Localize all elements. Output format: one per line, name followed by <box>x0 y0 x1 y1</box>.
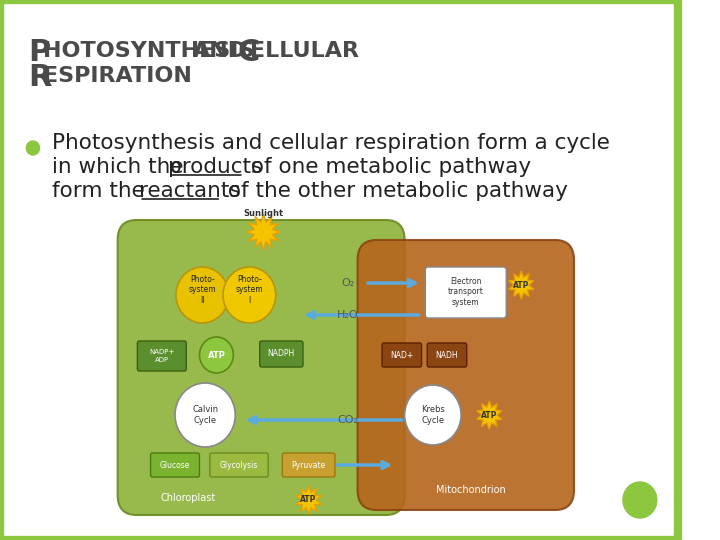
Text: NAD+: NAD+ <box>390 350 413 360</box>
Polygon shape <box>296 486 321 514</box>
FancyBboxPatch shape <box>138 341 186 371</box>
Text: ATP: ATP <box>513 280 529 289</box>
Text: Glycolysis: Glycolysis <box>220 461 258 469</box>
Polygon shape <box>477 401 502 429</box>
Text: C: C <box>237 38 259 67</box>
FancyBboxPatch shape <box>282 453 335 477</box>
Circle shape <box>176 267 229 323</box>
FancyBboxPatch shape <box>358 240 574 510</box>
FancyBboxPatch shape <box>150 453 199 477</box>
Circle shape <box>405 385 461 445</box>
Circle shape <box>175 383 235 447</box>
Text: Sunlight: Sunlight <box>243 209 284 218</box>
Text: Calvin
Cycle: Calvin Cycle <box>192 406 218 424</box>
Text: ELLULAR: ELLULAR <box>251 41 359 61</box>
Text: O₂: O₂ <box>341 278 355 288</box>
FancyBboxPatch shape <box>382 343 421 367</box>
Polygon shape <box>509 271 534 299</box>
FancyBboxPatch shape <box>260 341 303 367</box>
Text: Electron
transport
system: Electron transport system <box>448 277 484 307</box>
Text: in which the: in which the <box>52 157 190 177</box>
FancyBboxPatch shape <box>426 267 506 318</box>
FancyBboxPatch shape <box>427 343 467 367</box>
Text: Mitochondrion: Mitochondrion <box>436 485 505 495</box>
Text: P: P <box>28 38 50 67</box>
Polygon shape <box>246 214 280 250</box>
FancyBboxPatch shape <box>210 453 268 477</box>
Text: of one metabolic pathway: of one metabolic pathway <box>243 157 531 177</box>
Text: of the other metabolic pathway: of the other metabolic pathway <box>221 181 568 201</box>
FancyBboxPatch shape <box>117 220 405 515</box>
Text: NADP+
ADP: NADP+ ADP <box>149 349 174 362</box>
Text: R: R <box>28 63 52 92</box>
Text: ATP: ATP <box>481 410 498 420</box>
Text: HOTOSYNTHESIS: HOTOSYNTHESIS <box>43 41 255 61</box>
Text: AND: AND <box>193 41 247 61</box>
Text: Chloroplast: Chloroplast <box>161 493 216 503</box>
Text: ATP: ATP <box>300 496 317 504</box>
Circle shape <box>223 267 276 323</box>
Circle shape <box>623 482 657 518</box>
Circle shape <box>27 141 40 155</box>
Text: ESPIRATION: ESPIRATION <box>43 66 192 86</box>
Text: CO₂: CO₂ <box>338 415 359 425</box>
Text: products: products <box>168 157 263 177</box>
Text: NADPH: NADPH <box>268 349 295 359</box>
Text: Photo-
system
II: Photo- system II <box>189 275 216 305</box>
Text: form the: form the <box>52 181 151 201</box>
Text: Pyruvate: Pyruvate <box>292 461 325 469</box>
Text: NADH: NADH <box>436 350 458 360</box>
Text: Photo-
system
I: Photo- system I <box>235 275 264 305</box>
Circle shape <box>199 337 233 373</box>
Text: Krebs
Cycle: Krebs Cycle <box>421 406 445 424</box>
Text: Photosynthesis and cellular respiration form a cycle: Photosynthesis and cellular respiration … <box>52 133 610 153</box>
Text: Glucose: Glucose <box>160 461 190 469</box>
Text: H₂O: H₂O <box>338 310 359 320</box>
Text: ATP: ATP <box>207 350 225 360</box>
Text: reactants: reactants <box>139 181 241 201</box>
